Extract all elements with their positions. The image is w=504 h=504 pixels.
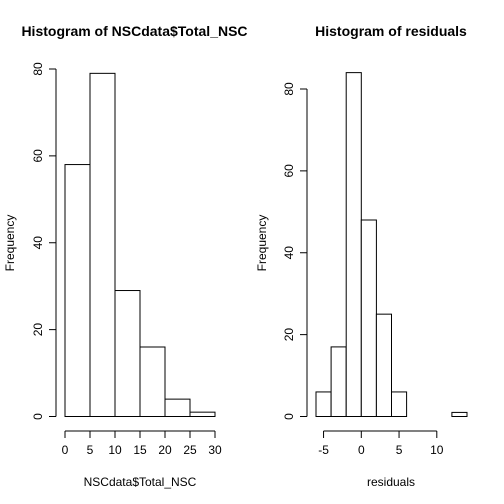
x-axis: -5 0 5 10 [318, 430, 444, 457]
histogram-bar [114, 290, 141, 417]
x-tick-label: 30 [208, 443, 222, 457]
panel-total-nsc: Histogram of NSCdata$Total_NSC 0 5 10 15 20 2… [3, 23, 248, 489]
histogram-bar [360, 219, 377, 417]
bars [64, 72, 216, 417]
y-tick-label: 80 [31, 62, 45, 76]
histogram-bar [315, 391, 332, 417]
histogram-bar [345, 72, 362, 417]
histogram-bar [330, 346, 347, 417]
y-axis-label: Frequency [3, 215, 17, 272]
chart-title: Histogram of NSCdata$Total_NSC [21, 23, 247, 39]
y-tick-label: 60 [282, 164, 296, 178]
histogram-bar [89, 72, 116, 417]
x-axis: 0 5 10 15 20 25 30 [62, 430, 222, 457]
x-tick-label: -5 [318, 443, 329, 457]
y-axis-label: Frequency [255, 215, 269, 272]
histogram-bar [164, 398, 191, 417]
y-axis: 0 20 40 60 80 [282, 82, 308, 420]
panel-residuals: Histogram of residuals -5 0 5 10 020406080 … [255, 23, 468, 489]
histogram-bar [189, 411, 216, 417]
x-tick-label: 0 [62, 443, 69, 457]
y-axis: 0 20 40 60 80 [31, 62, 57, 420]
x-tick-label: 10 [430, 443, 444, 457]
histogram-bar [375, 313, 392, 417]
x-tick-label: 15 [133, 443, 147, 457]
x-tick-label: 5 [396, 443, 403, 457]
x-tick-label: 5 [87, 443, 94, 457]
x-tick-label: 10 [108, 443, 122, 457]
bars [315, 72, 468, 417]
y-tick-label: 0 [31, 413, 45, 420]
y-tick-label: 20 [31, 323, 45, 337]
y-tick-label: 40 [31, 236, 45, 250]
y-tick-label: 40 [282, 246, 296, 260]
x-axis-label: residuals [367, 475, 415, 489]
y-tick-label: 60 [31, 149, 45, 163]
chart-title: Histogram of residuals [315, 23, 467, 39]
histogram-bar [139, 346, 166, 417]
y-tick-label: 20 [282, 328, 296, 342]
x-tick-label: 25 [183, 443, 197, 457]
y-tick-label: 80 [282, 82, 296, 96]
histogram-bar [391, 391, 408, 417]
x-tick-label: 20 [158, 443, 172, 457]
x-axis-label: NSCdata$Total_NSC [84, 475, 197, 489]
y-tick-label: 0 [282, 413, 296, 420]
histogram-bar [64, 164, 91, 417]
histogram-bar [451, 411, 468, 417]
x-tick-label: 0 [358, 443, 365, 457]
